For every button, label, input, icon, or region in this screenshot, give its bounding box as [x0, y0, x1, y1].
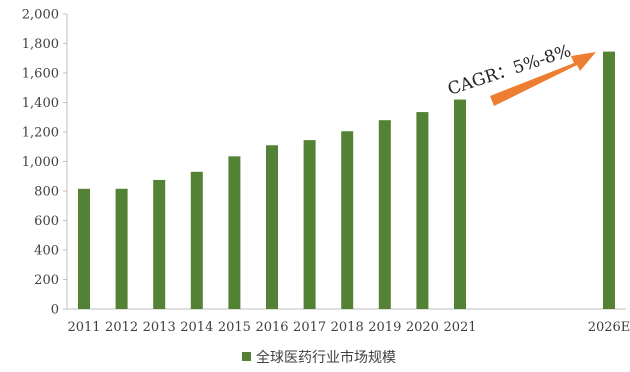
x-tick-label: 2013: [143, 320, 176, 335]
cagr-arrow: [490, 52, 596, 106]
x-tick-label: 2012: [105, 320, 138, 335]
y-tick-label: 1,800: [22, 37, 59, 52]
legend-label: 全球医药行业市场规模: [256, 349, 396, 366]
y-axis: 0 200 400 600 800 1,000 1,200 1,400 1,600 1,800 2,…: [22, 8, 68, 318]
x-tick-label: 2018: [331, 320, 364, 335]
y-tick-label: 1,200: [22, 126, 59, 141]
x-tick-label: 2011: [67, 320, 100, 335]
bars: [78, 51, 615, 310]
bar-2019: [378, 120, 391, 309]
bar-2015: [228, 156, 241, 309]
bar-2018: [341, 131, 354, 309]
x-axis: 2011 2012 2013 2014 2015 2016 2017 2018 2019 2020…: [67, 308, 630, 335]
x-tick-label: 2014: [180, 320, 213, 335]
x-tick-label: 2020: [406, 320, 439, 335]
y-tick-label: 1,000: [22, 155, 59, 170]
y-tick-label: 1,400: [22, 96, 59, 111]
legend: 全球医药行业市场规模: [242, 349, 396, 366]
y-tick-label: 800: [34, 185, 59, 200]
bar-2011: [78, 188, 90, 309]
y-tick-label: 2,000: [22, 8, 59, 23]
bar-2026E: [603, 51, 615, 310]
y-tick-label: 400: [34, 244, 59, 259]
bar-2021: [454, 99, 466, 309]
y-tick-label: 200: [34, 273, 59, 288]
cagr-annotation: CAGR：5%-8%: [445, 41, 596, 106]
y-tick-label: 0: [51, 303, 59, 318]
y-tick-label: 1,600: [22, 67, 59, 82]
legend-swatch: [242, 352, 251, 361]
x-tick-label: 2016: [255, 320, 288, 335]
bar-2013: [153, 179, 166, 309]
x-tick-label: 2021: [443, 320, 476, 335]
x-tick-label: 2026E: [588, 320, 630, 335]
x-tick-label: 2017: [293, 320, 326, 335]
x-tick-label: 2019: [368, 320, 401, 335]
bar-2016: [266, 145, 278, 309]
bar-2020: [416, 112, 429, 310]
bar-2014: [190, 171, 203, 309]
x-tick-label: 2015: [218, 320, 251, 335]
bar-2017: [303, 140, 316, 309]
bar-2012: [115, 188, 128, 309]
y-tick-label: 600: [34, 214, 59, 229]
